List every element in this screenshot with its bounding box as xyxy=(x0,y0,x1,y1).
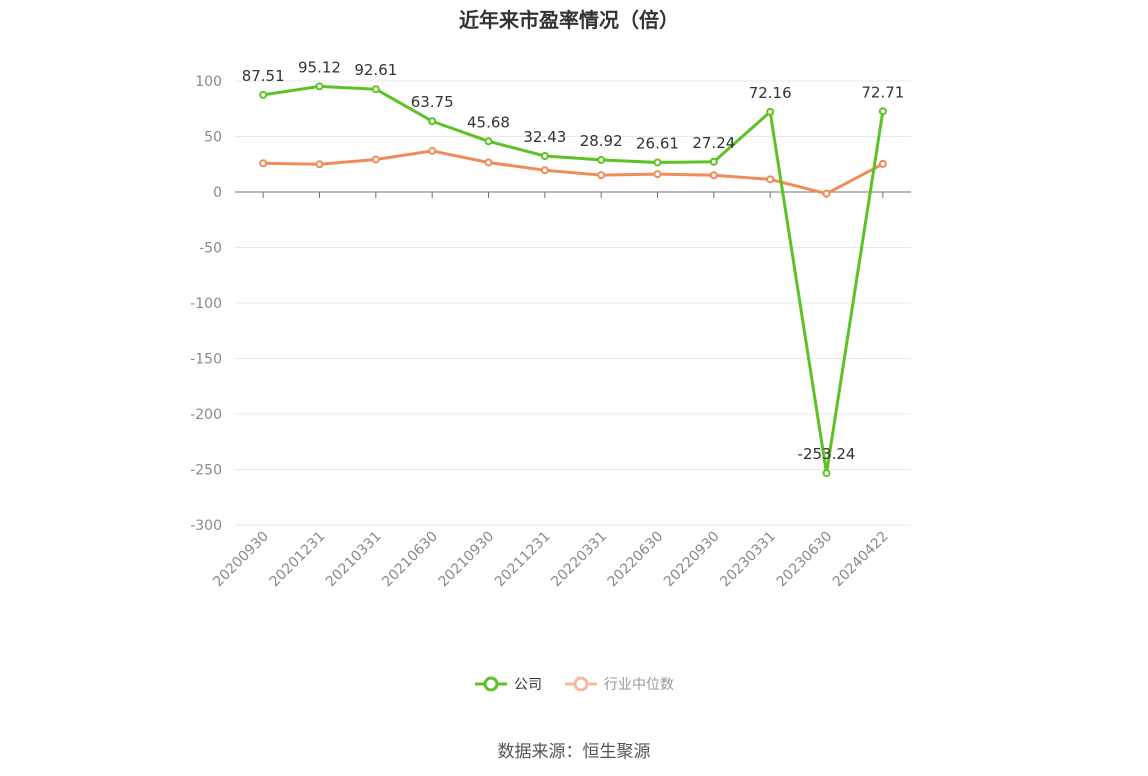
data-label: 26.61 xyxy=(636,134,679,152)
data-point xyxy=(878,107,887,116)
data-point xyxy=(540,152,549,161)
data-point xyxy=(428,117,437,126)
axes: 100500-50-100-150-200-250-30020200930202… xyxy=(190,74,911,590)
y-tick-label: -200 xyxy=(190,407,222,423)
data-label: 87.51 xyxy=(242,67,285,85)
data-point xyxy=(597,155,606,164)
y-tick-label: 0 xyxy=(213,185,222,201)
data-point xyxy=(766,107,775,116)
grid-lines xyxy=(235,80,911,526)
x-tick-label: 20220331 xyxy=(548,529,610,591)
x-tick-label: 20200930 xyxy=(210,529,272,591)
data-point xyxy=(878,159,887,168)
data-point xyxy=(597,171,606,180)
data-point xyxy=(653,158,662,167)
x-tick-label: 20210930 xyxy=(436,529,498,591)
data-point xyxy=(709,157,718,166)
data-point xyxy=(371,155,380,164)
data-point xyxy=(371,85,380,94)
legend-company-icon xyxy=(475,676,507,692)
data-label: 28.92 xyxy=(580,132,623,150)
legend-item-industry-median[interactable]: 行业中位数 xyxy=(564,674,674,694)
x-tick-label: 20201231 xyxy=(267,529,329,591)
legend-item-company[interactable]: 公司 xyxy=(474,674,542,694)
chart-title: 近年来市盈率情况（倍） xyxy=(459,8,679,32)
data-point xyxy=(822,189,831,198)
line-chart: 100500-50-100-150-200-250-30020200930202… xyxy=(190,58,911,590)
data-point xyxy=(484,158,493,167)
data-label: -253.24 xyxy=(798,445,856,463)
data-point xyxy=(259,90,268,99)
data-label: 63.75 xyxy=(411,93,454,111)
data-label: 45.68 xyxy=(467,113,510,131)
data-point xyxy=(766,175,775,184)
series-lines xyxy=(259,82,887,478)
y-tick-label: 100 xyxy=(195,74,222,90)
y-tick-label: -150 xyxy=(190,352,222,368)
series-line-company xyxy=(262,84,885,475)
y-tick-label: 50 xyxy=(204,130,222,146)
data-point xyxy=(653,170,662,179)
x-tick-label: 20220630 xyxy=(605,529,667,591)
x-tick-label: 20240422 xyxy=(830,529,892,591)
data-point xyxy=(540,166,549,175)
data-point xyxy=(428,146,437,155)
y-tick-label: -300 xyxy=(190,518,222,534)
data-label: 72.71 xyxy=(861,83,904,101)
x-tick-label: 20230630 xyxy=(774,529,836,591)
data-labels: 87.51 95.12 92.61 63.75 45.68 32.43 28.92 26.61… xyxy=(242,58,905,463)
x-tick-label: 20211231 xyxy=(492,529,554,591)
data-label: 72.16 xyxy=(749,84,792,102)
data-point xyxy=(259,159,268,168)
data-label: 92.61 xyxy=(354,61,397,79)
data-point xyxy=(822,469,831,478)
x-tick-label: 20230331 xyxy=(717,529,779,591)
y-tick-label: -250 xyxy=(190,463,222,479)
x-tick-label: 20210630 xyxy=(379,529,441,591)
y-tick-label: -100 xyxy=(190,296,222,312)
data-label: 95.12 xyxy=(298,58,341,76)
x-tick-label: 20220930 xyxy=(661,529,723,591)
data-point xyxy=(709,171,718,180)
data-label: 27.24 xyxy=(692,134,735,152)
legend: 公司 行业中位数 xyxy=(0,674,1148,694)
data-source: 数据来源：恒生聚源 xyxy=(497,742,651,762)
y-tick-label: -50 xyxy=(199,241,222,257)
data-point xyxy=(315,82,324,91)
data-point xyxy=(484,137,493,146)
data-label: 32.43 xyxy=(523,128,566,146)
data-point xyxy=(315,160,324,169)
legend-industry-median-icon xyxy=(565,676,597,692)
legend-label-company: 公司 xyxy=(514,677,542,693)
x-tick-label: 20210331 xyxy=(323,529,385,591)
legend-label-industry-median: 行业中位数 xyxy=(604,677,674,693)
